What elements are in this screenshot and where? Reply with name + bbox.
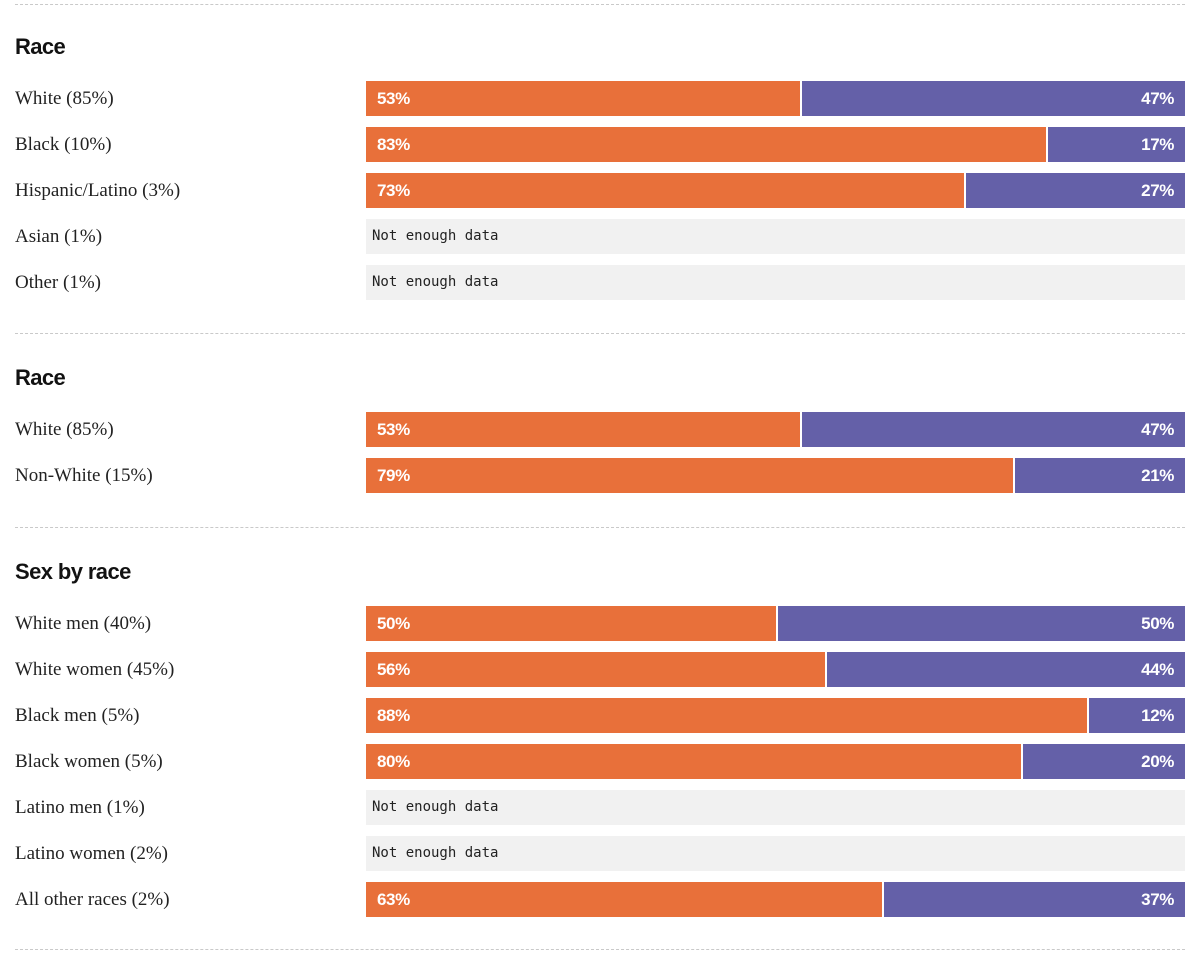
bar-value-label: 53% — [377, 420, 410, 439]
bar-row: Asian (1%) Not enough data — [0, 219, 1200, 254]
bar-value-label: 21% — [1141, 466, 1174, 485]
no-data-bar: Not enough data — [366, 790, 1185, 825]
stacked-bar: 88% 12% — [366, 698, 1185, 733]
section-title: Sex by race — [15, 559, 131, 584]
row-label: Hispanic/Latino (3%) — [15, 180, 181, 201]
row-label: White men (40%) — [15, 613, 152, 634]
row-label: Black men (5%) — [15, 705, 140, 726]
no-data-label: Not enough data — [372, 845, 499, 861]
bar-segment-left: 83% — [366, 127, 1046, 162]
bar-segment-right: 47% — [800, 412, 1185, 447]
bar-value-label: 12% — [1141, 706, 1174, 725]
bar-row: Black men (5%) 88% 12% — [0, 698, 1200, 733]
bar-value-label: 20% — [1141, 752, 1174, 771]
bar-row: Black women (5%) 80% 20% — [0, 744, 1200, 779]
no-data-bar: Not enough data — [366, 219, 1185, 254]
stacked-bar: 53% 47% — [366, 412, 1185, 447]
bar-segment-left: 53% — [366, 412, 800, 447]
no-data-bar: Not enough data — [366, 836, 1185, 871]
section-divider — [15, 333, 1185, 334]
row-label: White women (45%) — [15, 659, 175, 680]
bar-segment-right: 21% — [1013, 458, 1185, 493]
row-label: Latino men (1%) — [15, 797, 145, 818]
section-divider — [15, 527, 1185, 528]
no-data-label: Not enough data — [372, 274, 499, 290]
bar-value-label: 73% — [377, 181, 410, 200]
bar-value-label: 50% — [1141, 614, 1174, 633]
no-data-label: Not enough data — [372, 228, 499, 244]
bar-row: Hispanic/Latino (3%) 73% 27% — [0, 173, 1200, 208]
bar-segment-left: 56% — [366, 652, 825, 687]
row-label: Latino women (2%) — [15, 843, 169, 864]
row-label: Black women (5%) — [15, 751, 163, 772]
bar-value-label: 79% — [377, 466, 410, 485]
bar-segment-right: 44% — [825, 652, 1185, 687]
bar-row: Latino men (1%) Not enough data — [0, 790, 1200, 825]
bar-row: White (85%) 53% 47% — [0, 81, 1200, 116]
bar-row: All other races (2%) 63% 37% — [0, 882, 1200, 917]
stacked-bar: 79% 21% — [366, 458, 1185, 493]
row-label: Non-White (15%) — [15, 465, 153, 486]
bar-row: Non-White (15%) 79% 21% — [0, 458, 1200, 493]
bar-row: Other (1%) Not enough data — [0, 265, 1200, 300]
bar-segment-left: 80% — [366, 744, 1021, 779]
bar-value-label: 47% — [1141, 89, 1174, 108]
bar-value-label: 88% — [377, 706, 410, 725]
bar-row: White (85%) 53% 47% — [0, 412, 1200, 447]
bar-value-label: 50% — [377, 614, 410, 633]
bar-value-label: 27% — [1141, 181, 1174, 200]
bar-row: White women (45%) 56% 44% — [0, 652, 1200, 687]
stacked-bar: 73% 27% — [366, 173, 1185, 208]
bar-segment-right: 47% — [800, 81, 1185, 116]
stacked-bar: 83% 17% — [366, 127, 1185, 162]
bar-segment-left: 63% — [366, 882, 882, 917]
stacked-bar: 63% 37% — [366, 882, 1185, 917]
row-label: All other races (2%) — [15, 889, 170, 910]
row-label: White (85%) — [15, 419, 114, 440]
bar-segment-left: 73% — [366, 173, 964, 208]
bar-value-label: 37% — [1141, 890, 1174, 909]
section-title: Race — [15, 34, 66, 59]
stacked-bar: 53% 47% — [366, 81, 1185, 116]
bar-row: Latino women (2%) Not enough data — [0, 836, 1200, 871]
bar-value-label: 83% — [377, 135, 410, 154]
bar-row: Black (10%) 83% 17% — [0, 127, 1200, 162]
bar-segment-right: 37% — [882, 882, 1185, 917]
no-data-bar: Not enough data — [366, 265, 1185, 300]
bar-value-label: 17% — [1141, 135, 1174, 154]
stacked-bar: 50% 50% — [366, 606, 1185, 641]
row-label: Other (1%) — [15, 272, 101, 293]
bar-segment-right: 50% — [776, 606, 1185, 641]
row-label: Asian (1%) — [15, 226, 103, 247]
bar-segment-right: 17% — [1046, 127, 1185, 162]
bar-value-label: 53% — [377, 89, 410, 108]
bar-segment-left: 88% — [366, 698, 1087, 733]
bar-segment-right: 20% — [1021, 744, 1185, 779]
bar-segment-left: 79% — [366, 458, 1013, 493]
stacked-bar: 80% 20% — [366, 744, 1185, 779]
bar-segment-right: 12% — [1087, 698, 1185, 733]
stacked-bar: 56% 44% — [366, 652, 1185, 687]
row-label: Black (10%) — [15, 134, 112, 155]
bar-value-label: 80% — [377, 752, 410, 771]
row-label: White (85%) — [15, 88, 114, 109]
no-data-label: Not enough data — [372, 799, 499, 815]
bar-row: White men (40%) 50% 50% — [0, 606, 1200, 641]
bar-value-label: 56% — [377, 660, 410, 679]
section-divider — [15, 4, 1185, 5]
section-title: Race — [15, 365, 66, 390]
section-divider — [15, 949, 1185, 950]
bar-segment-right: 27% — [964, 173, 1185, 208]
bar-value-label: 63% — [377, 890, 410, 909]
bar-value-label: 47% — [1141, 420, 1174, 439]
bar-segment-left: 53% — [366, 81, 800, 116]
bar-value-label: 44% — [1141, 660, 1174, 679]
bar-segment-left: 50% — [366, 606, 776, 641]
